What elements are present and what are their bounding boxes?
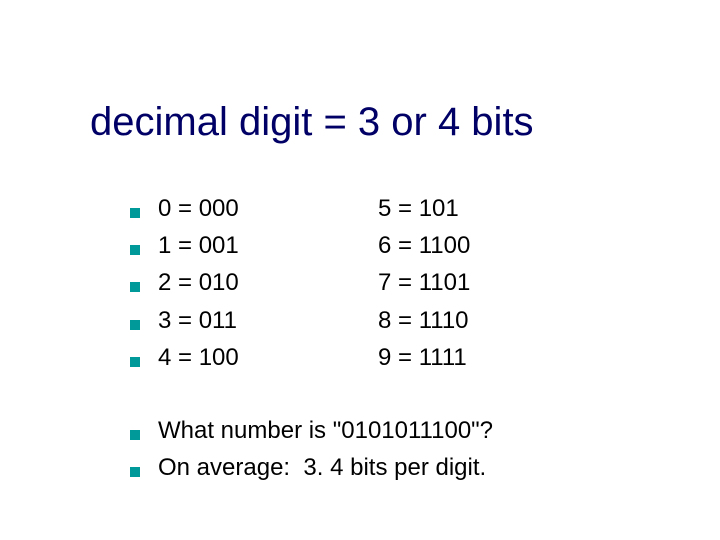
encoding-left: 4 = 100 <box>158 339 378 376</box>
bullet-icon <box>130 430 140 440</box>
encoding-left: 2 = 010 <box>158 264 378 301</box>
encoding-right: 7 = 1101 <box>378 264 470 301</box>
slide-title: decimal digit = 3 or 4 bits <box>90 100 534 145</box>
bullet-icon <box>130 282 140 292</box>
list-item: 2 = 010 7 = 1101 <box>130 264 493 301</box>
encoding-right: 9 = 1111 <box>378 339 467 376</box>
list-item: On average: 3. 4 bits per digit. <box>130 449 493 486</box>
list-item: 3 = 011 8 = 1110 <box>130 302 493 339</box>
encoding-right: 6 = 1100 <box>378 227 470 264</box>
list-item: What number is "0101011100"? <box>130 412 493 449</box>
average-text: On average: 3. 4 bits per digit. <box>158 449 486 486</box>
bullet-icon <box>130 320 140 330</box>
bullet-icon <box>130 467 140 477</box>
encoding-left: 3 = 011 <box>158 302 378 339</box>
slide-body: 0 = 000 5 = 101 1 = 001 6 = 1100 2 = 010… <box>130 190 493 486</box>
bullet-icon <box>130 208 140 218</box>
list-item: 1 = 001 6 = 1100 <box>130 227 493 264</box>
bullet-icon <box>130 357 140 367</box>
list-item: 0 = 000 5 = 101 <box>130 190 493 227</box>
bullet-icon <box>130 245 140 255</box>
encoding-right: 5 = 101 <box>378 190 459 227</box>
encoding-right: 8 = 1110 <box>378 302 469 339</box>
question-text: What number is "0101011100"? <box>158 412 493 449</box>
slide: decimal digit = 3 or 4 bits 0 = 000 5 = … <box>0 0 720 540</box>
list-item: 4 = 100 9 = 1111 <box>130 339 493 376</box>
encoding-left: 0 = 000 <box>158 190 378 227</box>
spacer <box>130 376 493 412</box>
encoding-left: 1 = 001 <box>158 227 378 264</box>
